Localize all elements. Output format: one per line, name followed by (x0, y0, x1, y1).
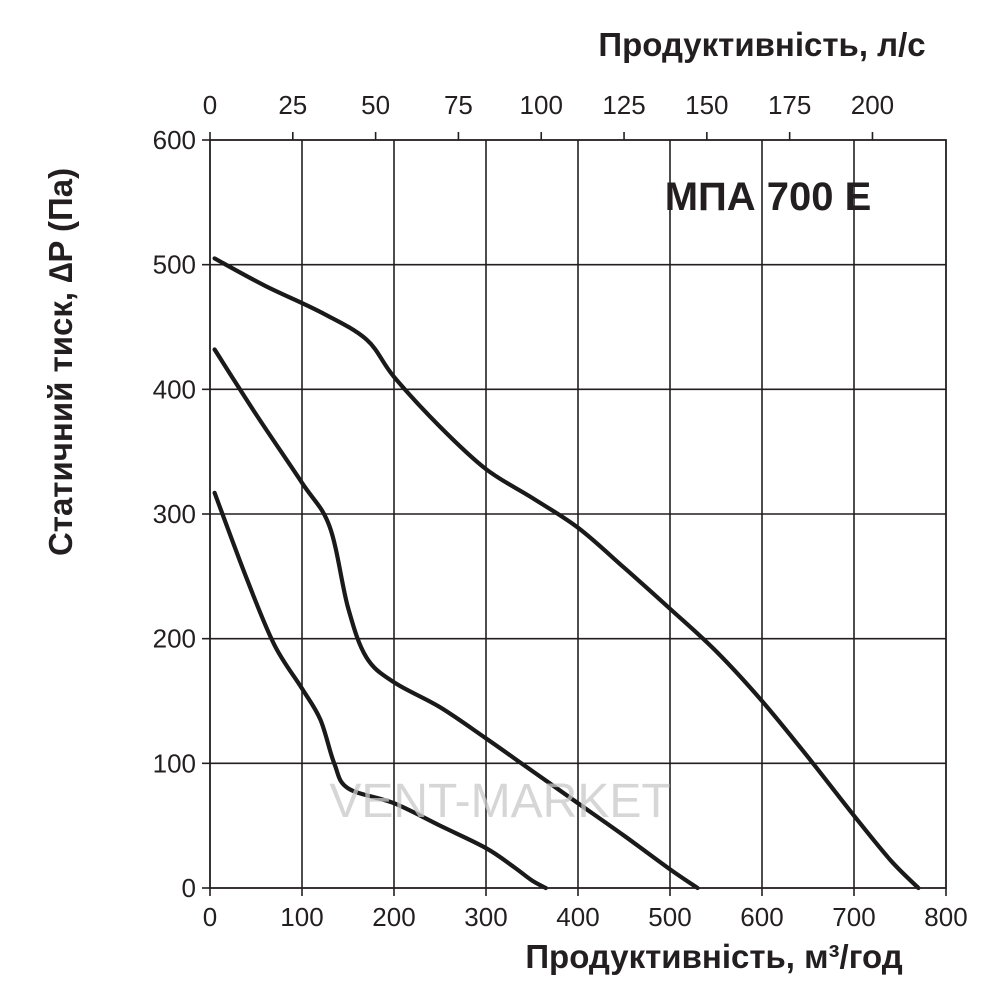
tick-labels: 0 100 200 300 400 500 600 700 800 0 25 50 75 100 125 15… (153, 90, 968, 932)
y-tick-label: 500 (153, 250, 196, 280)
performance-curve-3 (212, 490, 548, 891)
y-tick-label: 400 (153, 374, 196, 404)
y-tick-label: 600 (153, 125, 196, 155)
model-label: МПА 700 Е (665, 175, 872, 219)
performance-curves (212, 256, 921, 891)
x-tick-label: 100 (280, 902, 323, 932)
x-tick-label: 600 (740, 902, 783, 932)
performance-curve-2 (212, 347, 700, 891)
x2-tick-label: 25 (278, 90, 307, 120)
grid-lines (210, 140, 946, 888)
y-tick-label: 100 (153, 748, 196, 778)
x-tick-label: 200 (372, 902, 415, 932)
x-axis-title-top: Продуктивність, л/с (598, 26, 925, 63)
watermark: VENT-MARKET (329, 775, 670, 828)
x-tick-label: 0 (203, 902, 217, 932)
y-axis-title: Статичний тиск, ∆P (Па) (42, 168, 79, 556)
x-tick-label: 500 (648, 902, 691, 932)
x2-tick-label: 100 (520, 90, 563, 120)
x2-tick-label: 125 (602, 90, 645, 120)
x2-tick-label: 75 (444, 90, 473, 120)
x-tick-label: 800 (924, 902, 967, 932)
axis-ticks (202, 132, 947, 896)
y-tick-label: 0 (182, 873, 196, 903)
y-tick-label: 300 (153, 499, 196, 529)
x2-tick-label: 200 (851, 90, 894, 120)
performance-curve-1 (212, 256, 921, 891)
y-tick-label: 200 (153, 624, 196, 654)
x2-tick-label: 0 (203, 90, 217, 120)
x-tick-label: 300 (464, 902, 507, 932)
x2-tick-label: 175 (768, 90, 811, 120)
x-tick-label: 400 (556, 902, 599, 932)
x-tick-label: 700 (832, 902, 875, 932)
x2-tick-label: 50 (361, 90, 390, 120)
x-axis-title-bottom: Продуктивність, м³/год (525, 938, 902, 975)
x2-tick-label: 150 (685, 90, 728, 120)
